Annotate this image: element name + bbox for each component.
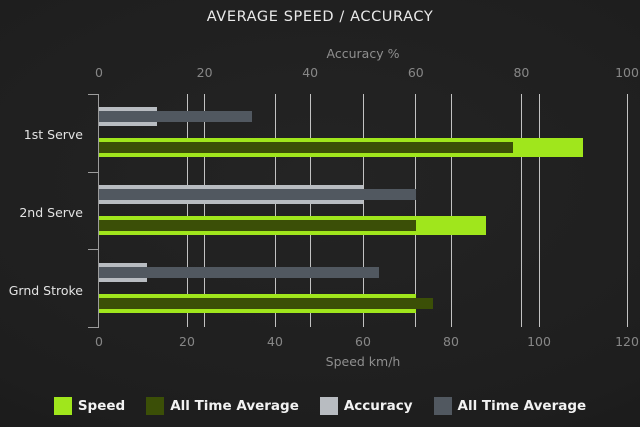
top-tick-label-60: 60 xyxy=(407,65,424,80)
y-axis-tick-3 xyxy=(88,327,98,328)
category-label-2nd-serve: 2nd Serve xyxy=(19,205,83,220)
y-axis-tick-1 xyxy=(88,171,98,173)
legend-label: All Time Average xyxy=(457,398,587,414)
chart-title: AVERAGE SPEED / ACCURACY xyxy=(206,9,434,25)
gridline-top-20 xyxy=(204,94,206,327)
gridline-bottom-80 xyxy=(450,94,452,327)
legend-item-speed-0: Speed xyxy=(53,397,126,415)
bar-all-time-average-top-grnd-stroke xyxy=(99,267,379,278)
bottom-tick-label-100: 100 xyxy=(527,334,551,349)
gridline-top-80 xyxy=(520,94,522,327)
y-axis-tick-0 xyxy=(88,94,98,95)
legend-label: All Time Average xyxy=(170,398,299,414)
gridline-top-60 xyxy=(415,94,417,327)
category-label-grnd-stroke: Grnd Stroke xyxy=(8,283,83,298)
bottom-tick-label-120: 120 xyxy=(615,334,639,349)
gridline-top-40 xyxy=(309,94,311,327)
legend-item-all-time-average-1: All Time Average xyxy=(146,397,299,415)
top-tick-label-0: 0 xyxy=(95,65,103,80)
speed-swatch-icon xyxy=(53,397,72,415)
gridline-bottom-40 xyxy=(274,94,276,327)
bottom-tick-label-20: 20 xyxy=(179,334,195,349)
category-label-1st-serve: 1st Serve xyxy=(23,127,83,142)
top-axis-ticks: 0 20 40 60 80 100 xyxy=(0,65,640,81)
legend-item-all-time-average-3: All Time Average xyxy=(433,397,587,415)
bar-all-time-average-top-1st-serve xyxy=(99,111,253,122)
all-time-average-swatch-icon xyxy=(433,397,452,415)
bottom-tick-label-60: 60 xyxy=(355,334,371,349)
legend-item-accuracy-2: Accuracy xyxy=(319,397,413,415)
bar-all-time-average-bottom-1st-serve xyxy=(99,142,513,153)
bar-all-time-average-bottom-grnd-stroke xyxy=(99,298,434,309)
top-tick-label-100: 100 xyxy=(615,65,639,80)
bar-all-time-average-bottom-2nd-serve xyxy=(99,220,416,231)
bottom-tick-label-0: 0 xyxy=(95,334,103,349)
accuracy-swatch-icon xyxy=(319,397,338,415)
top-axis-title: Accuracy % xyxy=(326,46,400,61)
gridline-bottom-100 xyxy=(538,94,540,327)
top-tick-label-80: 80 xyxy=(513,65,530,80)
legend: Speed All Time Average Accuracy All Time Av… xyxy=(0,397,640,415)
all-time-average-swatch-icon xyxy=(146,397,165,415)
y-axis-line xyxy=(98,94,99,328)
gridline-bottom-60 xyxy=(362,94,364,327)
bar-all-time-average-top-2nd-serve xyxy=(99,189,416,200)
bottom-axis-ticks: 0 20 40 60 80 100 120 xyxy=(0,334,640,350)
y-axis-tick-2 xyxy=(88,249,98,251)
gridline-bottom-120 xyxy=(626,94,628,327)
legend-label: Accuracy xyxy=(343,398,413,414)
top-tick-label-20: 20 xyxy=(196,65,213,80)
legend-label: Speed xyxy=(77,398,126,414)
bottom-axis-title: Speed km/h xyxy=(325,354,401,369)
top-tick-label-40: 40 xyxy=(302,65,319,80)
bottom-tick-label-80: 80 xyxy=(443,334,459,349)
bottom-tick-label-40: 40 xyxy=(267,334,283,349)
gridline-bottom-20 xyxy=(186,94,188,327)
